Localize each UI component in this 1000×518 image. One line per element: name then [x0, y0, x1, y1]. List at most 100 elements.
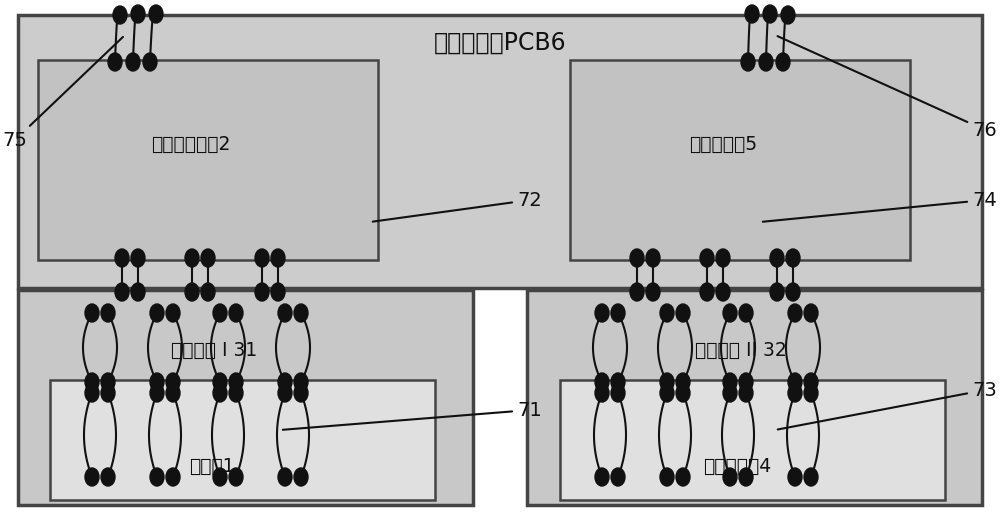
Bar [570, 60, 910, 260]
Text: 高频热沉 II 32: 高频热沉 II 32 [695, 340, 787, 359]
Ellipse shape [150, 373, 164, 391]
Ellipse shape [781, 6, 795, 24]
Ellipse shape [85, 468, 99, 486]
Ellipse shape [108, 53, 122, 71]
Ellipse shape [770, 283, 784, 301]
Ellipse shape [229, 304, 243, 322]
Ellipse shape [115, 283, 129, 301]
Ellipse shape [294, 373, 308, 391]
Text: 限幅放大器5: 限幅放大器5 [689, 135, 757, 153]
Ellipse shape [166, 384, 180, 402]
Ellipse shape [739, 373, 753, 391]
Ellipse shape [788, 468, 802, 486]
Ellipse shape [804, 468, 818, 486]
Ellipse shape [759, 53, 773, 71]
Ellipse shape [131, 249, 145, 267]
Text: 73: 73 [778, 381, 997, 429]
Ellipse shape [676, 468, 690, 486]
Text: 71: 71 [283, 400, 542, 430]
Ellipse shape [804, 304, 818, 322]
Ellipse shape [745, 5, 759, 23]
Ellipse shape [185, 283, 199, 301]
Ellipse shape [646, 249, 660, 267]
Ellipse shape [271, 283, 285, 301]
Ellipse shape [595, 373, 609, 391]
Ellipse shape [716, 283, 730, 301]
Ellipse shape [101, 373, 115, 391]
Ellipse shape [763, 5, 777, 23]
Ellipse shape [723, 304, 737, 322]
Ellipse shape [271, 249, 285, 267]
Ellipse shape [85, 373, 99, 391]
Ellipse shape [201, 249, 215, 267]
Ellipse shape [166, 373, 180, 391]
Ellipse shape [115, 249, 129, 267]
Ellipse shape [229, 468, 243, 486]
Ellipse shape [739, 304, 753, 322]
Ellipse shape [166, 468, 180, 486]
Ellipse shape [676, 304, 690, 322]
Ellipse shape [101, 304, 115, 322]
Bar [50, 380, 435, 500]
Ellipse shape [788, 304, 802, 322]
Ellipse shape [660, 468, 674, 486]
Ellipse shape [660, 304, 674, 322]
Ellipse shape [229, 384, 243, 402]
Ellipse shape [278, 304, 292, 322]
Ellipse shape [185, 249, 199, 267]
Ellipse shape [786, 283, 800, 301]
Bar [527, 290, 982, 505]
Ellipse shape [630, 249, 644, 267]
Text: 印制电路板PCB6: 印制电路板PCB6 [434, 31, 566, 55]
Ellipse shape [611, 304, 625, 322]
Ellipse shape [788, 373, 802, 391]
Text: 高频热沉 I 31: 高频热沉 I 31 [171, 340, 257, 359]
Ellipse shape [770, 249, 784, 267]
Ellipse shape [101, 468, 115, 486]
Ellipse shape [294, 468, 308, 486]
Ellipse shape [804, 384, 818, 402]
Ellipse shape [741, 53, 755, 71]
Ellipse shape [294, 384, 308, 402]
Ellipse shape [278, 468, 292, 486]
Ellipse shape [700, 283, 714, 301]
Ellipse shape [723, 468, 737, 486]
Ellipse shape [85, 304, 99, 322]
Ellipse shape [229, 373, 243, 391]
Text: 光源驱动芯片2: 光源驱动芯片2 [151, 135, 231, 153]
Ellipse shape [166, 304, 180, 322]
Ellipse shape [101, 384, 115, 402]
Text: 74: 74 [763, 191, 997, 222]
Ellipse shape [143, 53, 157, 71]
Ellipse shape [150, 468, 164, 486]
Ellipse shape [716, 249, 730, 267]
Ellipse shape [611, 373, 625, 391]
Ellipse shape [278, 384, 292, 402]
Ellipse shape [113, 6, 127, 24]
Ellipse shape [630, 283, 644, 301]
Ellipse shape [85, 384, 99, 402]
Ellipse shape [788, 384, 802, 402]
Text: 72: 72 [373, 191, 542, 222]
Ellipse shape [700, 249, 714, 267]
Ellipse shape [786, 249, 800, 267]
Ellipse shape [131, 283, 145, 301]
Ellipse shape [126, 53, 140, 71]
Ellipse shape [255, 283, 269, 301]
Text: 76: 76 [778, 36, 997, 139]
Ellipse shape [646, 283, 660, 301]
Ellipse shape [131, 5, 145, 23]
Ellipse shape [723, 373, 737, 391]
Text: 激光器1: 激光器1 [189, 457, 235, 476]
Bar [38, 60, 378, 260]
Ellipse shape [213, 304, 227, 322]
Ellipse shape [739, 384, 753, 402]
Ellipse shape [595, 384, 609, 402]
Text: 75: 75 [3, 37, 123, 150]
Ellipse shape [149, 5, 163, 23]
Ellipse shape [676, 384, 690, 402]
Ellipse shape [611, 384, 625, 402]
Bar [18, 290, 473, 505]
Ellipse shape [213, 384, 227, 402]
Ellipse shape [776, 53, 790, 71]
